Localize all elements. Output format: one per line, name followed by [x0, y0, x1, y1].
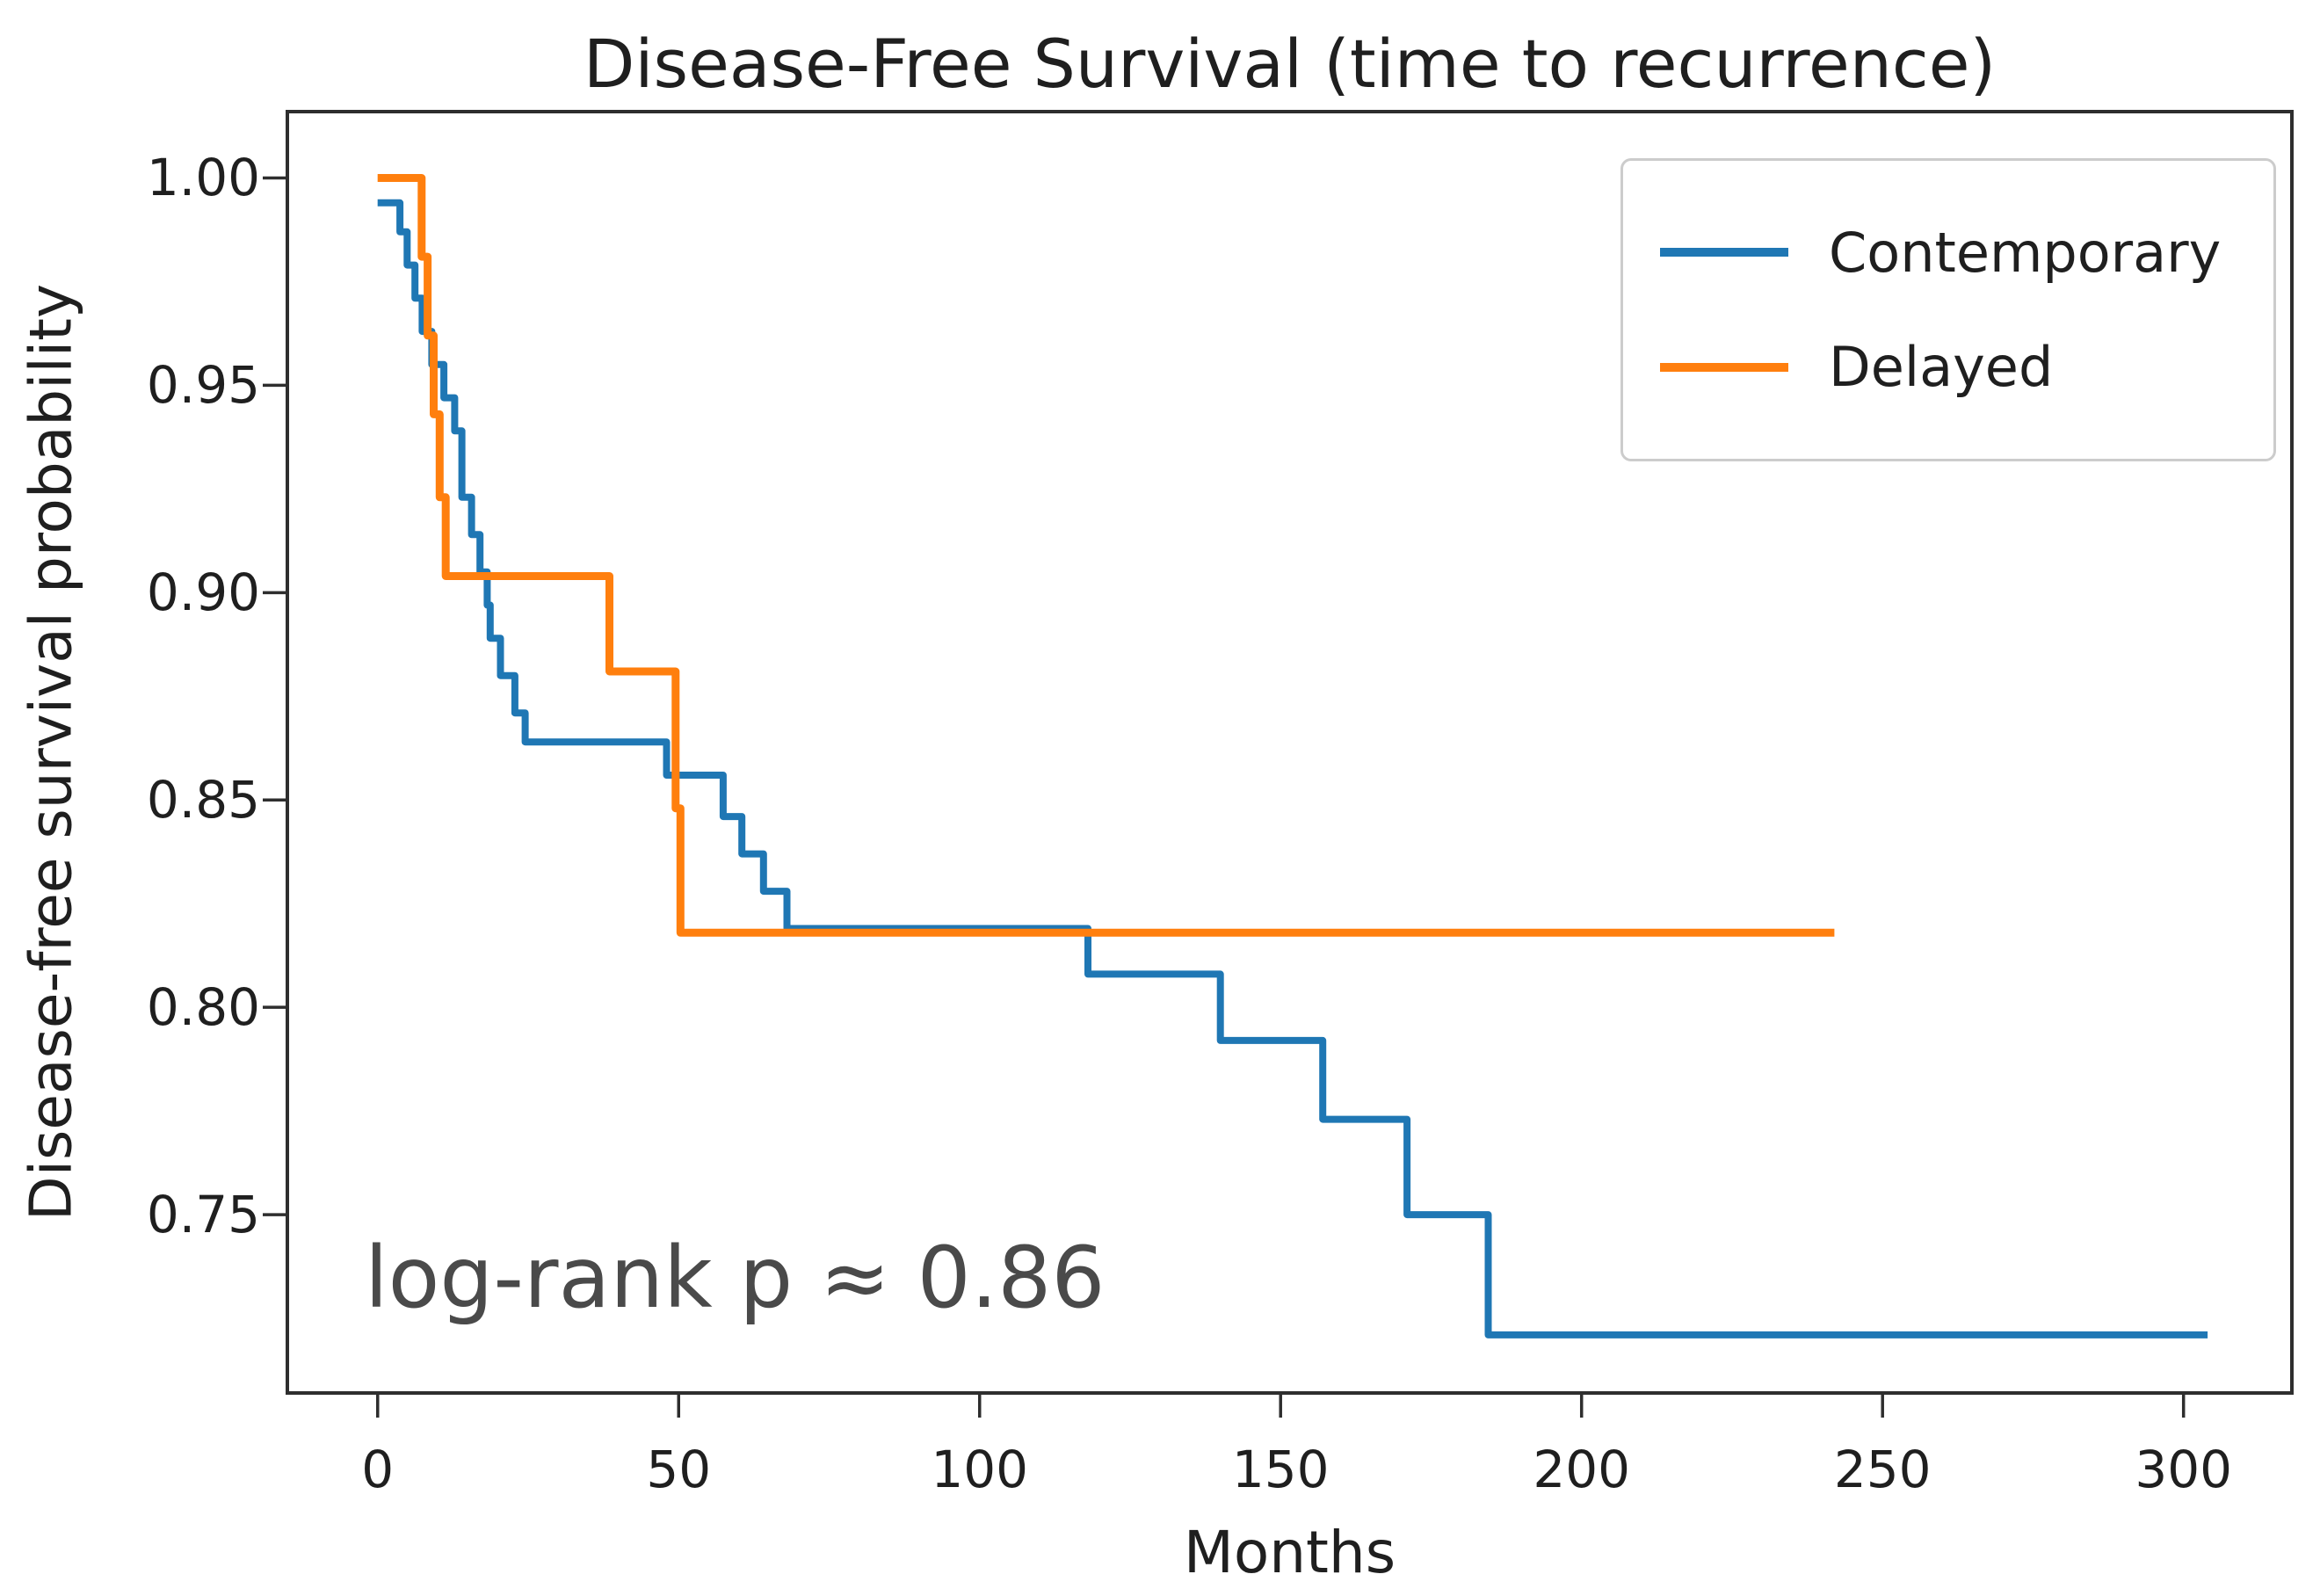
x-tick-label: 150	[1231, 1440, 1330, 1499]
legend-label: Delayed	[1829, 335, 2054, 400]
chart-title: Disease-Free Survival (time to recurrenc…	[583, 25, 1997, 103]
x-tick-label: 300	[2135, 1440, 2233, 1499]
y-tick-label: 0.85	[146, 770, 260, 831]
survival-curve-delayed	[377, 174, 1835, 937]
y-tick-label: 1.00	[146, 148, 260, 208]
legend-label: Contemporary	[1829, 220, 2222, 285]
y-tick-label: 0.80	[146, 977, 260, 1038]
y-axis-label: Disease-free survival probability	[17, 283, 85, 1222]
y-tick-label: 0.90	[146, 562, 260, 623]
logrank-annotation: log-rank p ≈ 0.86	[365, 1229, 1106, 1327]
legend-line-swatch	[1660, 362, 1788, 372]
x-tick-label: 200	[1533, 1440, 1631, 1499]
legend-line-swatch	[1660, 248, 1788, 258]
x-axis-label: Months	[1183, 1519, 1396, 1586]
y-tick-label: 0.95	[146, 355, 260, 416]
x-tick-label: 0	[361, 1440, 395, 1499]
legend: Contemporary Delayed	[1620, 158, 2276, 461]
legend-entry: Delayed	[1660, 335, 2237, 399]
y-tick-label: 0.75	[146, 1185, 260, 1245]
x-tick-label: 50	[646, 1440, 712, 1499]
x-tick-label: 250	[1833, 1440, 1932, 1499]
x-tick-label: 100	[931, 1440, 1029, 1499]
legend-entry: Contemporary	[1660, 221, 2237, 285]
axes-spines	[286, 110, 2294, 1395]
